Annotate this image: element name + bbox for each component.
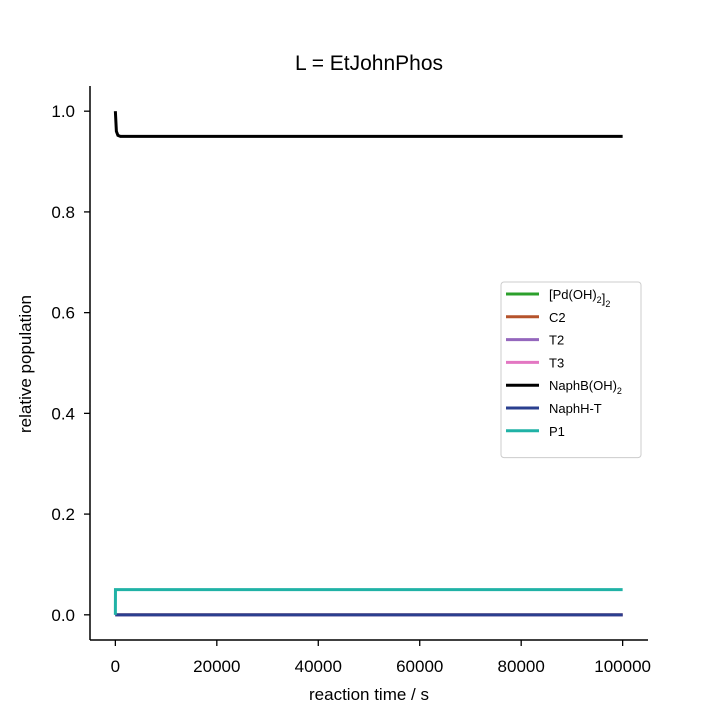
- y-tick-label: 1.0: [51, 102, 75, 121]
- legend-box: [500, 281, 642, 459]
- plot-area: [113, 111, 623, 617]
- x-tick-label: 20000: [193, 657, 240, 676]
- legend-label: [Pd(OH)2]2: [549, 287, 610, 309]
- legend-label: T2: [549, 333, 564, 348]
- axes: 0 20000 40000 60000 80000 100000 0.0 0.2 0.4 0.6 0…: [51, 86, 651, 676]
- legend-label: C2: [549, 310, 566, 325]
- series-line-4: [113, 111, 623, 138]
- legend-label: P1: [549, 424, 565, 439]
- x-tick-label: 80000: [498, 657, 545, 676]
- x-axis-label: reaction time / s: [309, 685, 429, 704]
- x-tick-label: 100000: [594, 657, 651, 676]
- legend-label: NaphH-T: [549, 401, 602, 416]
- chart-title: L = EtJohnPhos: [295, 52, 443, 75]
- x-tick-label: 0: [111, 657, 120, 676]
- legend-label: T3: [549, 355, 564, 370]
- legend-label: NaphB(OH)2: [549, 378, 622, 396]
- legend: [Pd(OH)2]2C2 T2 T3 NaphB(OH)2 NaphH-T P1: [500, 281, 642, 459]
- y-tick-label: 0.4: [51, 404, 75, 423]
- series-line-6: [113, 588, 623, 615]
- y-axis-label: relative population: [16, 295, 35, 433]
- y-tick-label: 0.6: [51, 304, 75, 323]
- x-tick-label: 60000: [396, 657, 443, 676]
- y-tick-label: 0.0: [51, 606, 75, 625]
- y-tick-label: 0.2: [51, 505, 75, 524]
- x-tick-label: 40000: [295, 657, 342, 676]
- y-tick-label: 0.8: [51, 203, 75, 222]
